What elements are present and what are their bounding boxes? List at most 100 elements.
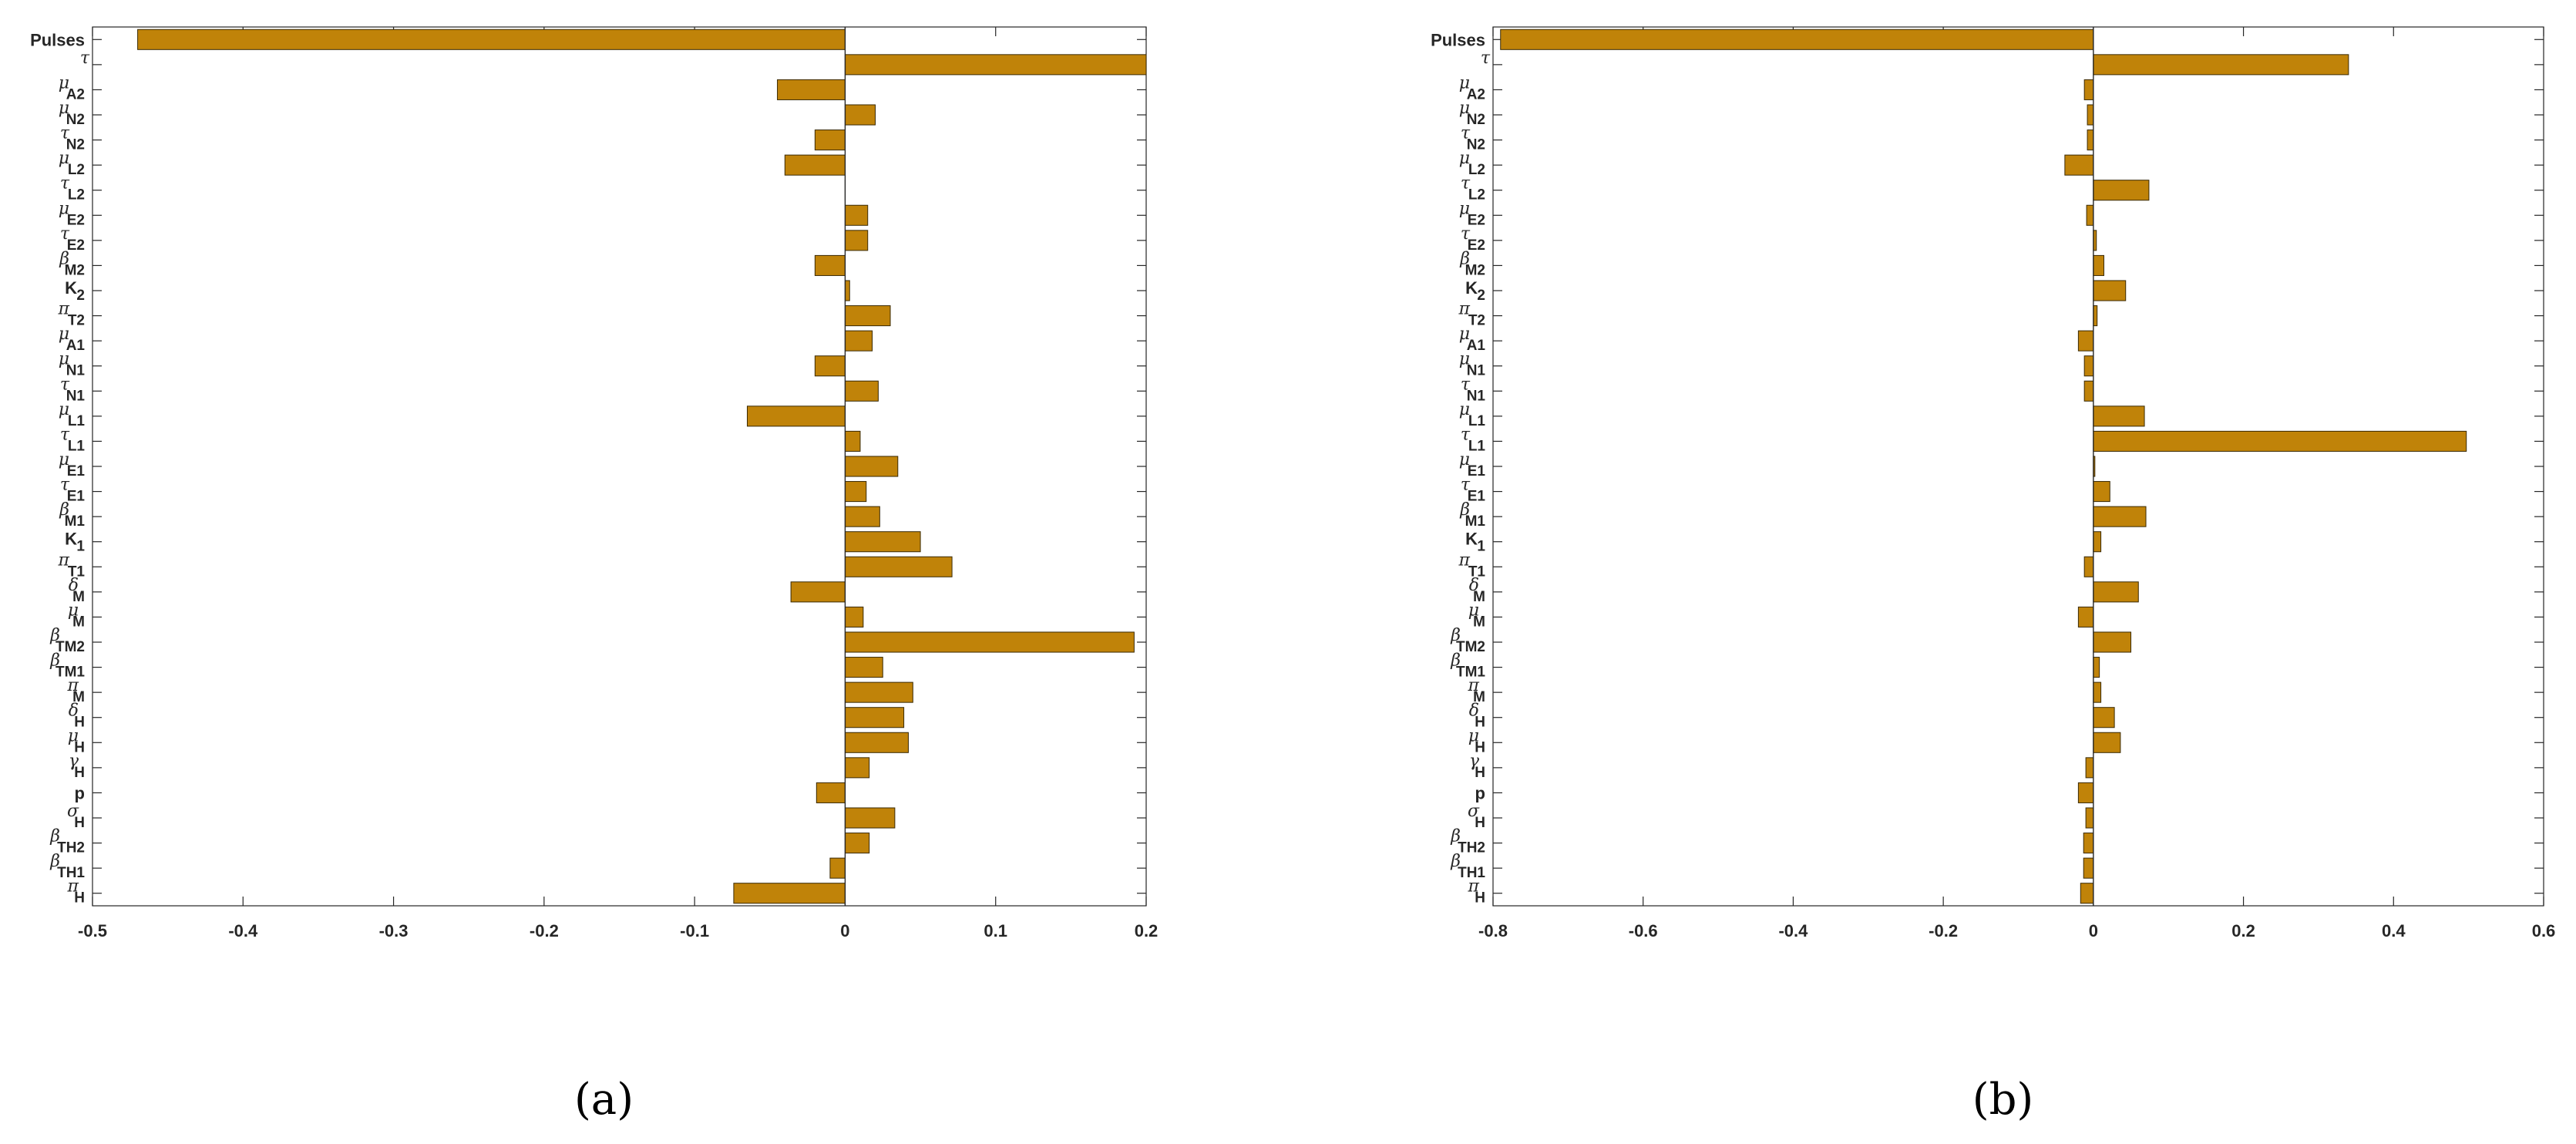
y-tick-label-symbol: μ — [1468, 726, 1479, 745]
y-tick-label-symbol: σ — [67, 802, 79, 821]
bar — [2093, 531, 2102, 553]
y-tick-label-symbol: τ — [60, 224, 70, 244]
bar — [777, 79, 846, 100]
bar — [844, 556, 953, 577]
bar — [844, 631, 1135, 653]
y-tick-label-subscript: L2 — [68, 162, 85, 178]
y-tick-label-symbol: δ — [69, 576, 79, 595]
y-tick-label: Hσ — [1468, 802, 1485, 831]
y-tick-label: Hπ — [67, 877, 85, 907]
panel-caption: (b) — [1972, 1075, 2034, 1125]
y-tick-label-subscript: L1 — [1468, 438, 1486, 454]
y-tick-label: N2μ — [1459, 99, 1485, 128]
y-tick-label: M2β — [59, 249, 85, 278]
bar — [2085, 757, 2094, 779]
y-tick-label: p — [75, 783, 85, 802]
x-tick-label: -0.6 — [1629, 921, 1658, 940]
y-tick-label-subscript: T1 — [1468, 564, 1486, 580]
bar — [829, 857, 846, 879]
bar — [2083, 857, 2094, 879]
bar — [2077, 606, 2094, 628]
y-tick-label-subscript: L2 — [1468, 162, 1485, 178]
y-tick-label: L1μ — [1459, 400, 1486, 429]
y-tick-label-subscript: TM1 — [55, 665, 85, 681]
y-tick-label-symbol: K — [65, 530, 77, 549]
y-tick-label-symbol: μ — [68, 601, 79, 620]
y-tick-label-symbol: τ — [60, 124, 70, 143]
y-tick-label-text: p — [1475, 783, 1485, 802]
x-tick-label: -0.4 — [1778, 921, 1808, 940]
y-tick-label-subscript: H — [1475, 715, 1485, 731]
bar — [790, 581, 846, 603]
y-tick-label-subscript: TH1 — [1458, 865, 1485, 881]
y-tick-label-subscript: TM1 — [1456, 665, 1485, 681]
y-tick-label-subscript: H — [1475, 815, 1485, 831]
y-tick-label: M2β — [1459, 249, 1485, 278]
y-tick-label-subscript: H — [1475, 890, 1485, 907]
y-tick-label-symbol: K — [1465, 530, 1478, 549]
y-tick-label-subscript: H — [74, 815, 85, 831]
y-tick-label-subscript: M2 — [65, 262, 85, 278]
y-tick-label-symbol: π — [67, 877, 79, 897]
y-tick-label-subscript: N2 — [66, 112, 85, 128]
x-tick-label: -0.2 — [1929, 921, 1958, 940]
y-tick-label-symbol: τ — [60, 174, 70, 193]
y-tick-label: N2τ — [1461, 124, 1485, 153]
x-tick-label: -0.4 — [228, 921, 258, 940]
x-tick-label: -0.1 — [680, 921, 709, 940]
bar — [844, 531, 921, 553]
y-tick-label: T2π — [1458, 300, 1485, 329]
y-tick-label-subscript: E1 — [1468, 489, 1486, 505]
y-tick-label: Hδ — [69, 702, 85, 731]
bar — [2093, 305, 2098, 327]
y-tick-label-symbol: β — [1450, 651, 1461, 671]
y-tick-label-subscript: N2 — [1467, 112, 1485, 128]
y-tick-label-symbol: δ — [1469, 576, 1479, 595]
y-tick-label-subscript: N1 — [66, 388, 86, 404]
bar — [844, 330, 873, 352]
y-tick-label-symbol: μ — [1459, 149, 1470, 168]
bar — [2083, 79, 2094, 100]
y-tick-label-subscript: M — [1473, 689, 1485, 705]
y-tick-label-subscript: M1 — [1465, 513, 1486, 530]
y-tick-label-subscript: N2 — [1467, 137, 1485, 153]
y-tick-label-subscript: L2 — [1468, 187, 1485, 204]
y-tick-label-symbol: β — [1450, 827, 1461, 846]
bar — [844, 380, 879, 402]
y-tick-label-symbol: μ — [59, 199, 69, 218]
y-tick-label-text: p — [75, 783, 85, 802]
y-tick-label: Mπ — [67, 676, 85, 705]
y-tick-label-text: Pulses — [1431, 30, 1485, 49]
x-tick-label: 0.6 — [2532, 921, 2556, 940]
y-tick-label-symbol: μ — [59, 149, 69, 168]
y-tick-label: Pulses — [1431, 30, 1485, 49]
y-tick-label: Mμ — [68, 601, 85, 630]
y-tick-label-subscript: E1 — [1468, 463, 1486, 479]
y-tick-label: L2μ — [59, 149, 85, 178]
y-tick-label-subscript: A2 — [66, 86, 85, 103]
bar — [814, 355, 846, 377]
y-tick-label-subscript: L1 — [1468, 413, 1486, 429]
bar — [2093, 481, 2110, 503]
y-tick-label-subscript: M2 — [1465, 262, 1485, 278]
plot-area-frame — [1492, 26, 2544, 907]
y-tick-label-subscript: 2 — [76, 288, 85, 304]
y-tick-label-symbol: τ — [1461, 375, 1471, 394]
bar — [844, 807, 896, 829]
y-tick-label-subscript: M — [72, 589, 85, 605]
y-tick-label: T1π — [58, 550, 86, 580]
bar — [2093, 657, 2100, 678]
y-tick-label-subscript: H — [74, 715, 85, 731]
bar — [2093, 405, 2145, 427]
y-tick-label-symbol: σ — [1468, 802, 1480, 821]
y-tick-label-symbol: μ — [1459, 450, 1470, 469]
y-tick-label: L2μ — [1459, 149, 1485, 178]
y-tick-label-symbol: μ — [1459, 73, 1470, 93]
y-tick-label: Hμ — [68, 726, 85, 755]
y-tick-label: M1β — [59, 500, 85, 530]
y-tick-label: Hδ — [1469, 702, 1485, 731]
bar — [814, 254, 846, 276]
